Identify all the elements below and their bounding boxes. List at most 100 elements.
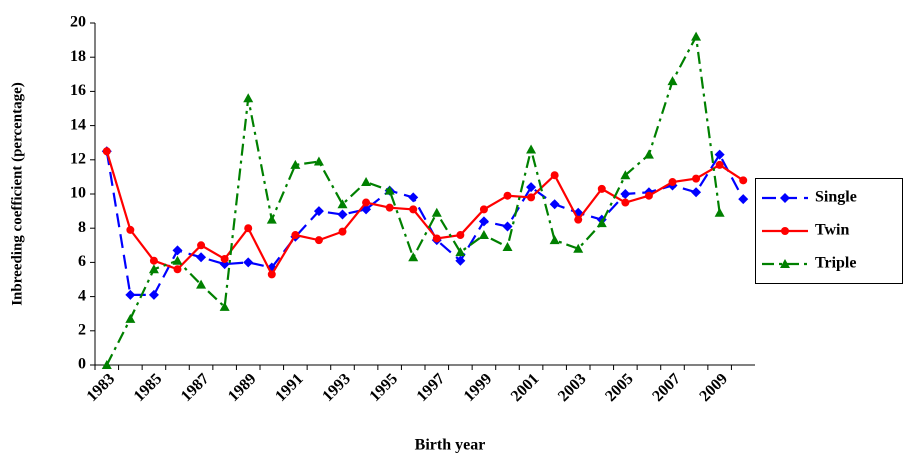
point — [313, 206, 324, 217]
legend-marker — [781, 227, 789, 235]
y-tick-label: 0 — [78, 356, 86, 373]
y-tick-label: 10 — [70, 185, 86, 202]
legend-label: Single — [815, 189, 857, 206]
point — [149, 256, 158, 265]
point — [385, 203, 394, 212]
legend-label: Twin — [815, 222, 849, 239]
point — [409, 205, 418, 214]
point — [102, 147, 111, 156]
point — [173, 265, 182, 274]
y-tick-label: 8 — [78, 219, 86, 236]
point — [126, 225, 135, 234]
point — [197, 241, 206, 250]
point — [597, 184, 606, 193]
point — [196, 279, 207, 289]
y-tick-label: 12 — [70, 150, 86, 167]
point — [101, 360, 112, 369]
x-tick-label: 1985 — [131, 370, 166, 405]
x-tick-label: 1991 — [272, 370, 307, 405]
x-tick-label: 1999 — [461, 370, 496, 405]
point — [220, 254, 229, 263]
point — [338, 227, 347, 236]
x-tick-label: 1995 — [366, 370, 401, 405]
y-tick-label: 4 — [78, 287, 86, 304]
point — [291, 231, 300, 240]
x-tick-label: 2009 — [696, 370, 731, 405]
point — [667, 76, 678, 86]
point — [172, 255, 183, 265]
point — [266, 214, 277, 224]
point — [691, 31, 702, 41]
point — [148, 289, 159, 300]
point — [290, 159, 301, 169]
point — [621, 198, 630, 207]
point — [479, 205, 488, 214]
point — [196, 252, 207, 263]
point — [431, 207, 442, 217]
point — [219, 301, 230, 311]
x-tick-label: 2007 — [649, 370, 684, 405]
point — [738, 194, 749, 205]
point — [478, 230, 489, 240]
series-line — [105, 150, 744, 277]
point — [739, 176, 748, 185]
point — [362, 198, 371, 207]
point — [243, 93, 254, 103]
point — [549, 235, 560, 245]
point — [714, 207, 725, 217]
x-tick-label: 1989 — [225, 370, 260, 405]
point — [503, 191, 512, 200]
point — [620, 189, 631, 199]
point — [408, 252, 419, 262]
point — [714, 149, 725, 160]
y-tick-label: 6 — [78, 253, 86, 270]
point — [243, 257, 254, 268]
point — [692, 174, 701, 183]
point — [644, 191, 653, 200]
point — [643, 149, 654, 159]
point — [574, 215, 583, 224]
x-tick-label: 1987 — [178, 370, 213, 405]
point — [573, 243, 584, 253]
point — [337, 199, 348, 209]
x-tick-label: 2003 — [555, 370, 590, 405]
point — [549, 199, 560, 210]
point — [361, 177, 372, 187]
point — [384, 185, 395, 195]
point — [408, 192, 419, 203]
point — [715, 160, 724, 169]
x-tick-label: 1983 — [84, 370, 119, 405]
point — [550, 171, 559, 180]
x-tick-label: 2001 — [508, 370, 543, 405]
point — [668, 178, 677, 187]
point — [691, 187, 702, 198]
y-tick-label: 16 — [70, 82, 86, 99]
series-line — [105, 151, 745, 296]
point — [337, 209, 348, 220]
point — [526, 144, 537, 154]
point — [432, 234, 441, 243]
point — [314, 236, 323, 245]
x-tick-label: 2005 — [602, 370, 637, 405]
y-tick-label: 14 — [70, 116, 86, 133]
point — [456, 231, 465, 240]
y-tick-label: 20 — [70, 14, 86, 31]
point — [527, 193, 536, 202]
point — [620, 170, 631, 180]
y-tick-label: 18 — [70, 48, 86, 65]
point — [172, 245, 183, 256]
series-line — [105, 33, 721, 366]
point — [502, 221, 513, 232]
point — [244, 224, 253, 233]
x-tick-label: 1993 — [319, 370, 354, 405]
point — [148, 264, 159, 274]
x-axis-title: Birth year — [415, 437, 486, 454]
legend-label: Triple — [815, 255, 856, 272]
y-axis-title: Inbreeding coefficient (percentage) — [9, 82, 25, 306]
point — [478, 216, 489, 227]
y-tick-label: 2 — [78, 321, 86, 338]
legend-marker — [780, 193, 790, 203]
point — [502, 242, 513, 252]
point — [455, 247, 466, 257]
